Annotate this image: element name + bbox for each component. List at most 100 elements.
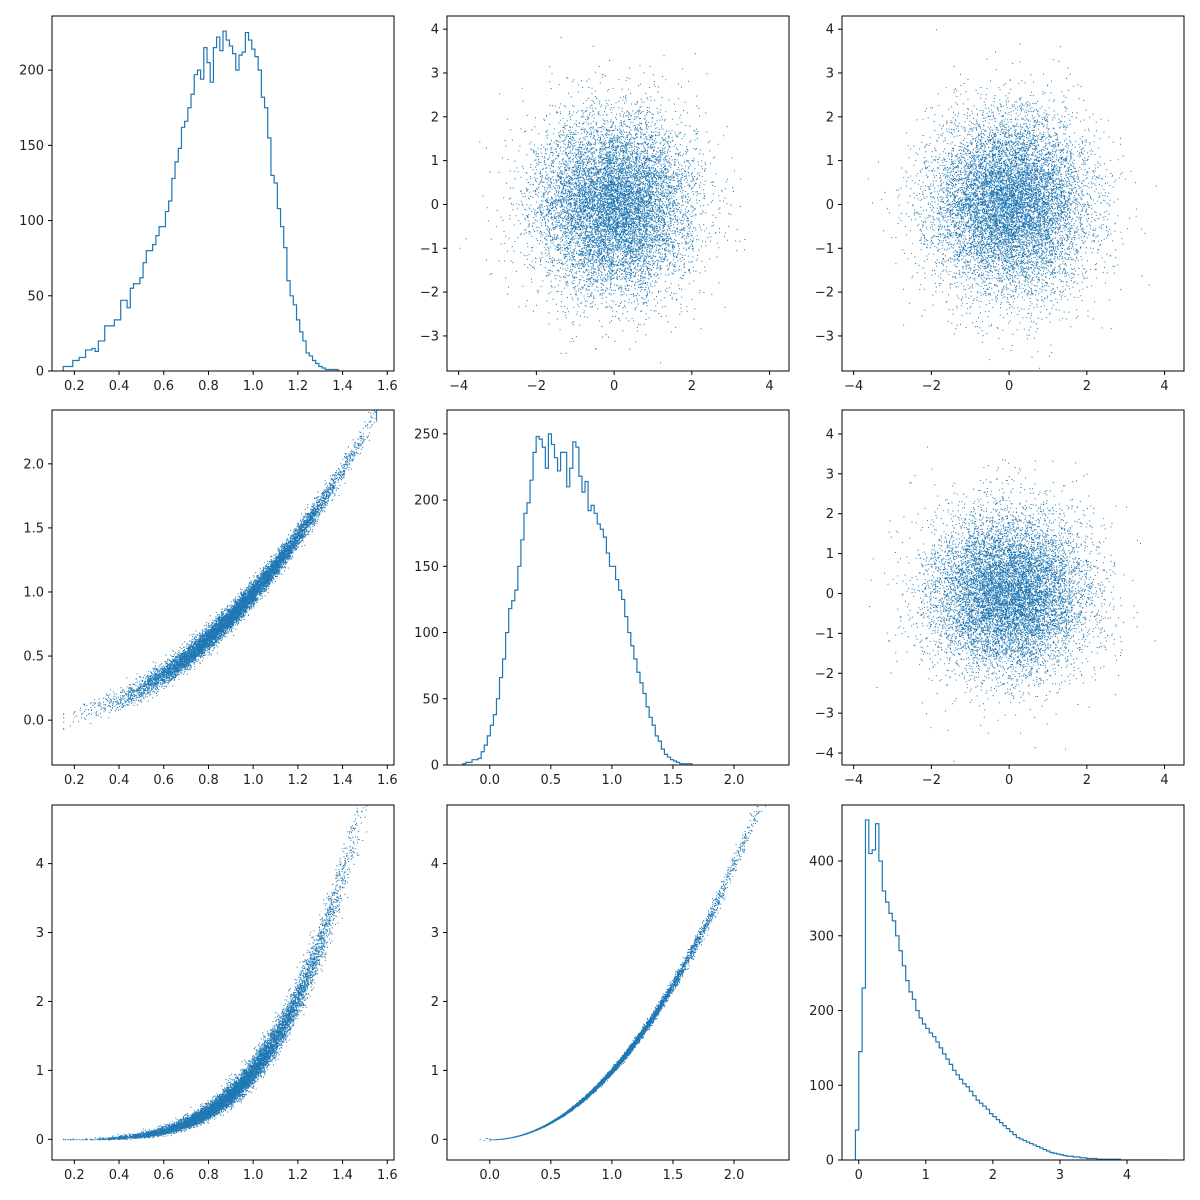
y-tick-label: 4: [826, 23, 834, 38]
x-tick-label: 2: [989, 1168, 997, 1183]
y-tick-label: 100: [809, 1079, 834, 1094]
x-tick-label: 0: [1005, 379, 1013, 394]
y-tick-label: −2: [815, 667, 834, 682]
y-tick-label: 100: [19, 214, 44, 229]
y-tick-label: 3: [36, 926, 44, 941]
plot-area: [869, 446, 1156, 762]
subplot-r1-c1: 0.0 0.5 1.0 1.5 2.0 0 50 100 150 200 250: [414, 409, 790, 788]
y-tick-label: −3: [815, 329, 834, 344]
scatter-points: [63, 805, 368, 1141]
x-tick-label: 0.6: [153, 773, 174, 788]
x-tick-label: 2: [1083, 379, 1091, 394]
subplot-r2-c2: 0 1 2 3 4 0 100 200 300 400: [809, 804, 1185, 1183]
axes-frame: [841, 804, 1185, 1161]
x-tick-label: 0.6: [153, 1168, 174, 1183]
y-tick-label: 3: [431, 926, 439, 941]
y-tick-label: −2: [420, 286, 439, 301]
x-tick-label: 2: [1083, 773, 1091, 788]
x-tick-label: 0.6: [153, 379, 174, 394]
y-tick-label: −2: [815, 286, 834, 301]
subplot-r2-c1: 0.0 0.5 1.0 1.5 2.0 0 1 2 3 4: [431, 804, 790, 1183]
x-tick-label: 0.4: [109, 379, 130, 394]
y-tick-label: 1: [826, 547, 834, 562]
x-tick-label: 1.6: [377, 773, 398, 788]
subplot-r0-c0: 0.2 0.4 0.6 0.8 1.0 1.2 1.4 1.6 0 50 100 150 200: [19, 15, 398, 394]
x-tick-label: 1.5: [663, 773, 684, 788]
x-tick-label: 4: [1123, 1168, 1131, 1183]
x-tick-label: 0: [610, 379, 618, 394]
x-tick-label: 0.4: [109, 1168, 130, 1183]
x-tick-label: 1.2: [288, 773, 309, 788]
y-tick-label: 2.0: [23, 457, 44, 472]
y-tick-label: 2: [431, 110, 439, 125]
y-tick-label: 0: [431, 198, 439, 213]
x-tick-label: 1.4: [332, 379, 353, 394]
x-tick-label: 1.0: [243, 1168, 264, 1183]
x-tick-label: 1.6: [377, 379, 398, 394]
x-tick-label: 4: [1160, 379, 1168, 394]
y-tick-label: 1: [431, 154, 439, 169]
y-tick-label: 2: [826, 110, 834, 125]
y-tick-label: 2: [431, 995, 439, 1010]
axes-frame: [446, 15, 790, 372]
y-tick-label: 0.0: [23, 714, 44, 729]
y-tick-label: 0: [431, 1133, 439, 1148]
x-tick-label: 0.5: [540, 773, 561, 788]
plot-area: [854, 819, 1168, 1160]
y-tick-label: 1: [431, 1064, 439, 1079]
plot-area: [62, 30, 339, 371]
x-tick-label: 1.2: [288, 379, 309, 394]
y-tick-label: 4: [431, 23, 439, 38]
axes-frame: [446, 804, 790, 1161]
axes-frame: [446, 409, 790, 766]
subplot-r0-c2: −4 −2 0 2 4 −3 −2 −1 0 1 2 3 4: [815, 15, 1185, 394]
y-tick-label: 200: [809, 1004, 834, 1019]
y-tick-label: 100: [414, 626, 439, 641]
y-tick-label: 3: [431, 66, 439, 81]
scatter-points: [867, 29, 1157, 369]
y-tick-label: 0: [826, 198, 834, 213]
x-tick-label: 0.0: [479, 1168, 500, 1183]
y-tick-label: 4: [431, 857, 439, 872]
y-tick-label: −4: [815, 747, 834, 762]
x-tick-label: −4: [844, 379, 863, 394]
x-tick-label: 1.4: [332, 773, 353, 788]
x-tick-label: −2: [922, 773, 941, 788]
y-tick-label: 0: [826, 1154, 834, 1169]
x-tick-label: 1.0: [602, 773, 623, 788]
plot-area: [63, 410, 378, 730]
y-tick-label: 200: [19, 64, 44, 79]
x-tick-label: 2: [688, 379, 696, 394]
x-tick-label: 1.0: [243, 773, 264, 788]
y-tick-label: 0: [36, 365, 44, 380]
x-tick-label: 0.8: [198, 379, 219, 394]
histogram-step-line: [462, 433, 693, 765]
y-tick-label: 150: [414, 560, 439, 575]
x-tick-label: 0: [1005, 773, 1013, 788]
y-tick-label: 150: [19, 139, 44, 154]
x-tick-label: 1: [922, 1168, 930, 1183]
x-tick-label: 0.8: [198, 1168, 219, 1183]
y-tick-label: 3: [826, 467, 834, 482]
y-tick-label: 0.5: [23, 650, 44, 665]
subplot-r1-c0: 0.2 0.4 0.6 0.8 1.0 1.2 1.4 1.6 0.0 0.5 1.0 1.5 2.0: [23, 409, 398, 788]
y-tick-label: 300: [809, 929, 834, 944]
subplot-r2-c0: 0.2 0.4 0.6 0.8 1.0 1.2 1.4 1.6 0 1 2 3 4: [36, 804, 398, 1183]
y-tick-label: −3: [815, 707, 834, 722]
x-tick-label: 2.0: [724, 773, 745, 788]
y-tick-label: 0: [36, 1133, 44, 1148]
plot-area: [459, 36, 746, 364]
y-tick-label: 50: [27, 289, 44, 304]
subplot-r1-c2: −4 −2 0 2 4 −4 −3 −2 −1 0 1 2 3 4: [815, 409, 1185, 788]
y-tick-label: 4: [36, 857, 44, 872]
x-tick-label: 1.2: [288, 1168, 309, 1183]
axes-frame: [841, 409, 1185, 766]
plot-area: [63, 805, 368, 1141]
y-tick-label: 2: [826, 507, 834, 522]
x-tick-label: −2: [922, 379, 941, 394]
histogram-step-line: [854, 819, 1168, 1160]
histogram-step-line: [62, 30, 339, 371]
y-tick-label: 0: [431, 759, 439, 774]
y-tick-label: 1: [826, 154, 834, 169]
